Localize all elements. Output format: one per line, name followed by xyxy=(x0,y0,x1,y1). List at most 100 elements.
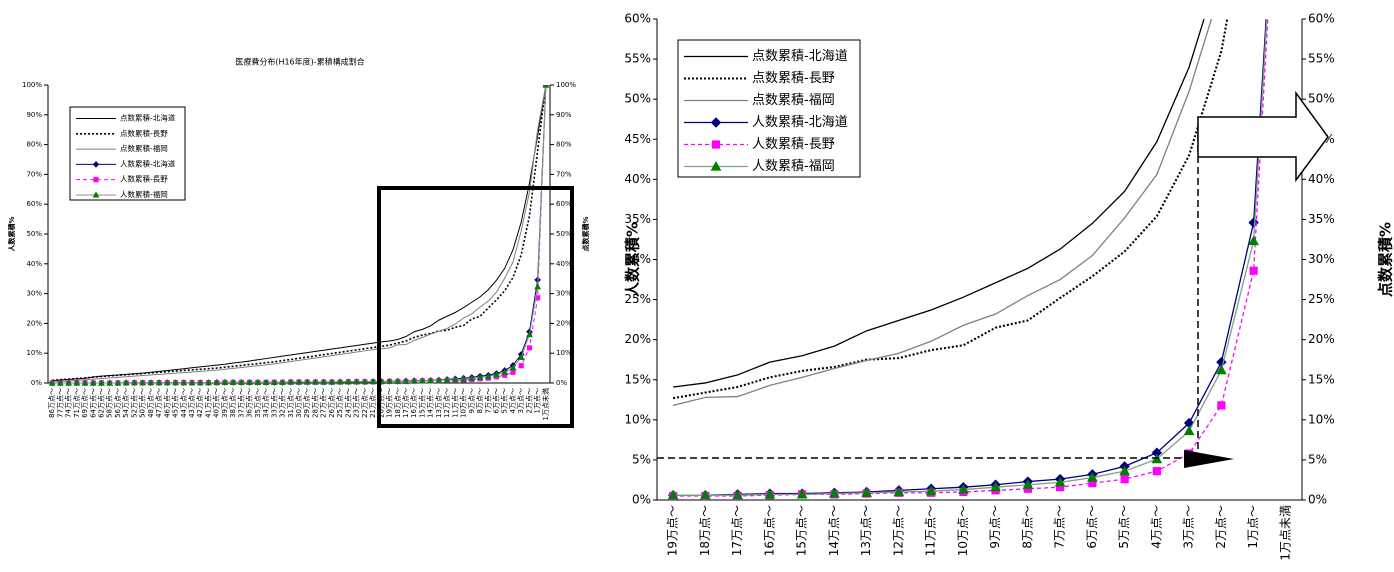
y2-tick-label: 10% xyxy=(1308,412,1335,426)
series-line xyxy=(52,85,547,382)
y2-tick-label: 25% xyxy=(1308,292,1335,306)
x-tick-label: 1万点未満 xyxy=(541,388,550,420)
x-tick-label: 58万点～ xyxy=(106,388,114,418)
x-tick-label: 18万点～ xyxy=(698,505,712,556)
x-tick-label: 5万点～ xyxy=(1117,505,1131,549)
x-tick-label: 64万点～ xyxy=(89,388,97,418)
marker xyxy=(542,85,550,88)
x-tick-label: 41万点～ xyxy=(204,388,212,418)
y2-tick-label: 15% xyxy=(1308,372,1335,386)
x-tick-label: 50万点～ xyxy=(139,388,147,418)
x-tick-label: 24万点～ xyxy=(344,388,352,418)
legend-label: 点数累積-福岡 xyxy=(752,93,835,108)
x-tick-label: 25万点～ xyxy=(336,388,344,418)
legend-label: 人数累積-福岡 xyxy=(752,159,835,174)
marker xyxy=(1248,235,1259,246)
y2-tick-label: 5% xyxy=(1308,452,1327,466)
marker xyxy=(295,378,303,385)
y2-tick-label: 40% xyxy=(1308,172,1335,186)
y-tick-label: 50% xyxy=(624,92,651,106)
y2-tick-label: 60% xyxy=(556,200,572,208)
marker xyxy=(98,379,105,386)
marker xyxy=(525,331,533,338)
x-tick-label: 4万点～ xyxy=(509,388,517,413)
legend-label: 点数累積-福岡 xyxy=(120,143,168,153)
marker xyxy=(493,371,500,378)
y-tick-label: 30% xyxy=(26,290,42,298)
x-tick-label: 10万点～ xyxy=(956,505,970,556)
marker xyxy=(139,379,147,386)
y-axis-label: 人数累積% xyxy=(624,222,642,297)
series-line xyxy=(673,19,1267,496)
x-tick-label: 3万点～ xyxy=(1182,505,1196,549)
marker xyxy=(796,488,808,499)
marker xyxy=(361,378,369,385)
legend-label: 人数累積-長野 xyxy=(120,174,168,184)
y-tick-label: 60% xyxy=(26,200,42,208)
marker xyxy=(764,488,776,499)
x-tick-label: 8万点～ xyxy=(476,388,484,413)
x-tick-label: 40万点～ xyxy=(213,388,221,418)
marker xyxy=(328,378,336,385)
x-tick-label: 1万点～ xyxy=(534,388,542,413)
plot-area xyxy=(48,85,550,387)
x-tick-label: 22万点～ xyxy=(361,388,369,418)
x-tick-label: 19万点～ xyxy=(666,505,680,556)
x-tick-label: 30万点～ xyxy=(295,388,303,418)
x-tick-label: 7万点～ xyxy=(1053,505,1067,549)
marker xyxy=(336,378,344,385)
marker xyxy=(81,379,89,386)
y-tick-label: 40% xyxy=(624,172,651,186)
x-tick-label: 35万点～ xyxy=(254,388,262,418)
y2-tick-label: 20% xyxy=(1308,332,1335,346)
y-tick-label: 25% xyxy=(624,292,651,306)
x-tick-label: 28万点～ xyxy=(311,388,319,418)
marker xyxy=(700,489,711,500)
x-tick-label: 38万点～ xyxy=(229,388,237,418)
x-tick-label: 16万点～ xyxy=(410,388,418,418)
y2-tick-label: 10% xyxy=(556,349,572,357)
legend-label: 点数累積-北海道 xyxy=(120,112,176,122)
x-tick-label: 5万点～ xyxy=(501,388,509,413)
x-tick-label: 3万点～ xyxy=(517,388,525,413)
y2-tick-label: 90% xyxy=(556,111,572,119)
marker xyxy=(369,377,377,385)
y2-axis-label: 点数累積% xyxy=(581,216,590,251)
marker xyxy=(484,372,492,380)
x-tick-label: 6万点～ xyxy=(493,388,501,413)
marker xyxy=(229,378,237,385)
marker xyxy=(147,379,155,386)
marker xyxy=(287,378,295,385)
marker xyxy=(254,378,262,385)
marker xyxy=(122,379,130,386)
marker xyxy=(1217,401,1226,410)
marker xyxy=(48,379,56,386)
marker xyxy=(221,378,229,385)
x-tick-label: 21万点～ xyxy=(369,388,377,418)
x-tick-label: 12万点～ xyxy=(443,388,451,418)
marker xyxy=(180,379,188,386)
y2-tick-label: 35% xyxy=(1308,212,1335,226)
marker xyxy=(1216,364,1227,375)
legend-marker xyxy=(710,160,722,171)
y-axis-label: 人数累積% xyxy=(7,216,16,251)
x-tick-label: 7万点～ xyxy=(484,388,492,413)
y2-tick-label: 50% xyxy=(1308,92,1335,106)
x-tick-label: 54万点～ xyxy=(122,388,130,418)
marker xyxy=(1120,475,1129,484)
marker xyxy=(829,488,840,498)
marker xyxy=(526,345,533,351)
x-tick-label: 17万点～ xyxy=(730,505,744,556)
marker xyxy=(517,353,525,360)
chart: 0% 5% 10% 15% 20% 25% 30% 35% 40% 45% 50% 55% 60% 0% 5… xyxy=(624,12,1394,561)
y2-tick-label: 30% xyxy=(556,290,572,298)
y2-tick-label: 50% xyxy=(556,230,572,238)
chart-title: 医療費分布(H16年度)-累積構成割合 xyxy=(235,57,364,67)
marker xyxy=(990,481,1001,492)
marker xyxy=(435,376,443,383)
marker xyxy=(262,378,270,385)
legend-marker xyxy=(92,161,100,168)
marker xyxy=(518,363,524,369)
x-tick-label: 2万点～ xyxy=(525,388,533,413)
